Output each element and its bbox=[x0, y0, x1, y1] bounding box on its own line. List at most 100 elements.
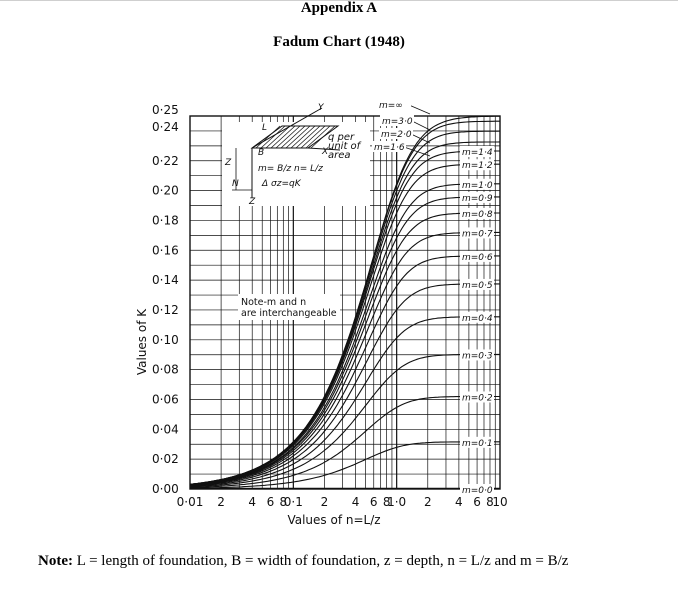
inset-axis-label: N bbox=[232, 179, 239, 189]
inset-axis-label: L bbox=[262, 123, 267, 133]
series-curve bbox=[189, 212, 500, 486]
hatch-line bbox=[295, 125, 321, 149]
y-tick-label: 0·00 bbox=[152, 482, 179, 496]
y-tick-label: 0·10 bbox=[152, 333, 179, 347]
series-curves bbox=[189, 115, 501, 489]
footnote-label: Note: bbox=[38, 553, 73, 569]
x-tick-label: 6 bbox=[473, 495, 481, 509]
series-label: m=0·3 bbox=[462, 351, 493, 361]
series-label: m=1·2 bbox=[462, 161, 493, 171]
series-curve bbox=[190, 441, 500, 489]
hatch-line bbox=[290, 125, 316, 149]
appendix-heading: Appendix A bbox=[300, 0, 378, 16]
series-curve bbox=[189, 255, 500, 487]
y-tick-label: 0·08 bbox=[152, 363, 179, 377]
series-label-bg bbox=[460, 250, 494, 262]
series-curve bbox=[189, 353, 500, 488]
inset-formula-sigma: Δ σz=qK bbox=[261, 179, 302, 189]
series-curve bbox=[189, 163, 500, 486]
inset-load-text: unit of bbox=[328, 141, 362, 152]
inset-axis-label: B bbox=[258, 148, 264, 158]
series-label-bg bbox=[377, 99, 411, 110]
x-tick-label: 8 bbox=[383, 495, 391, 509]
series-label: m=0·7 bbox=[462, 229, 493, 239]
y-tick-label: 0·04 bbox=[152, 422, 179, 436]
series-curve bbox=[189, 183, 500, 486]
fadum-chart: 0·000·020·040·060·080·100·120·140·160·18… bbox=[135, 99, 508, 527]
y-tick-label: 0·02 bbox=[152, 452, 179, 466]
inset-axis-label: Z bbox=[224, 158, 232, 168]
y-tick-label: 0·14 bbox=[152, 273, 179, 287]
y-axis-line bbox=[251, 107, 323, 149]
hatch-line bbox=[300, 125, 326, 149]
series-leader bbox=[411, 120, 431, 131]
series-label: m=3·0 bbox=[382, 117, 413, 127]
inset-formula-n: n= L/z bbox=[294, 164, 323, 174]
series-label-bg bbox=[460, 484, 494, 495]
series-curve bbox=[189, 316, 500, 488]
x-tick-label: 4 bbox=[455, 495, 463, 509]
note-text: are interchangeable bbox=[241, 308, 337, 319]
hatch-line bbox=[305, 125, 331, 149]
series-label-bg bbox=[460, 159, 494, 171]
series-curve bbox=[189, 283, 500, 487]
y-tick-label: 0·24 bbox=[152, 120, 179, 134]
series-labels: m=∞ m=3·0 m=2·0 m=1·6 m=1·4 m=1·2 m=1·0 m=0·9 m=… bbox=[372, 99, 494, 496]
chart-title: Fadum Chart (1948) bbox=[273, 34, 405, 50]
hatch-line bbox=[280, 125, 306, 149]
inset-load-text: q per bbox=[328, 132, 355, 143]
x-tick-label: 4 bbox=[248, 495, 256, 509]
x-tick-label: 4 bbox=[352, 495, 360, 509]
series-label-bg bbox=[460, 311, 494, 323]
inset-axis-label: Z bbox=[248, 197, 256, 207]
x-tick-label: 2 bbox=[424, 495, 432, 509]
inset-load-text: area bbox=[328, 150, 351, 161]
inset-axis-label: X bbox=[321, 147, 329, 157]
note-text: Note-m and n bbox=[241, 297, 306, 308]
hatch-line bbox=[275, 125, 301, 149]
series-label-bg bbox=[460, 436, 494, 448]
series-label-bg bbox=[460, 191, 494, 203]
series-label-bg bbox=[379, 128, 413, 139]
series-label: m=∞ bbox=[379, 101, 403, 111]
x-tick-label: 0·01 bbox=[177, 495, 204, 509]
x-tick-label: 0·1 bbox=[284, 495, 303, 509]
series-label: m=0·1 bbox=[462, 439, 493, 449]
series-label-bg bbox=[460, 278, 494, 290]
x-tick-label: 6 bbox=[370, 495, 378, 509]
series-label: m=1·6 bbox=[374, 143, 405, 153]
inset-axis-label: Y bbox=[318, 103, 325, 113]
series-label-bg bbox=[460, 349, 494, 361]
inset-bg bbox=[222, 122, 370, 206]
note-bg bbox=[238, 294, 340, 320]
series-label-bg bbox=[380, 115, 414, 126]
y-axis-label: Values of K bbox=[135, 308, 149, 375]
top-rule bbox=[0, 0, 678, 1]
x-axis-line bbox=[307, 147, 341, 151]
hatch-line bbox=[310, 125, 336, 149]
series-label-bg bbox=[460, 227, 494, 239]
series-label: m=0·2 bbox=[462, 393, 493, 403]
hatch-line bbox=[255, 125, 281, 149]
series-label: m=0·9 bbox=[462, 194, 493, 204]
series-label: m=0·4 bbox=[462, 314, 493, 324]
series-label-bg bbox=[460, 145, 494, 157]
series-label: m=0·0 bbox=[462, 486, 493, 496]
series-leader bbox=[410, 133, 431, 144]
x-tick-label: 2 bbox=[217, 495, 225, 509]
series-curve bbox=[189, 196, 500, 486]
x-tick-label: 1·0 bbox=[387, 495, 406, 509]
x-axis-label: Values of n=L/z bbox=[287, 513, 380, 527]
plot-frame bbox=[189, 115, 501, 490]
y-tick-label: 0·16 bbox=[152, 243, 179, 257]
series-label: m=1·0 bbox=[462, 181, 493, 191]
series-label: m=1·4 bbox=[462, 148, 493, 158]
series-curve bbox=[189, 395, 500, 489]
y-tick-label: 0·22 bbox=[152, 154, 179, 168]
x-tick-label: 10 bbox=[492, 495, 507, 509]
series-label: m=0·5 bbox=[462, 281, 493, 291]
series-label-bg bbox=[460, 391, 494, 403]
x-tick-label: 8 bbox=[279, 495, 287, 509]
